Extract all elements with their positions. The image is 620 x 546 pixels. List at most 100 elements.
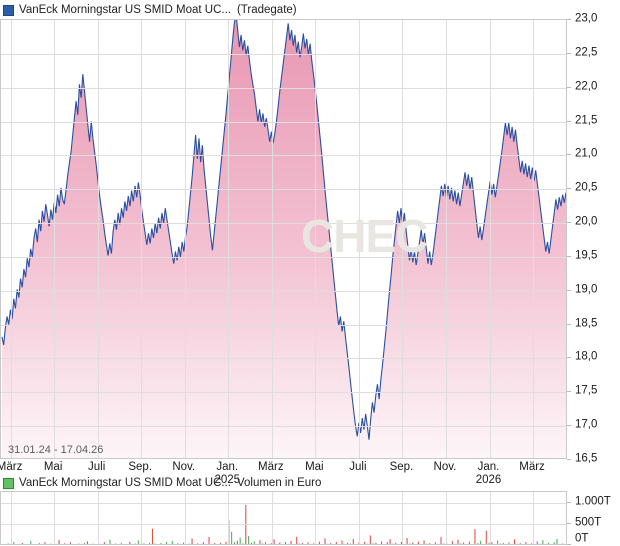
volume-bar bbox=[129, 541, 131, 544]
x-axis-tick-label: März bbox=[258, 461, 284, 473]
volume-bar bbox=[341, 540, 343, 544]
volume-bar bbox=[134, 543, 136, 544]
volume-bar bbox=[494, 544, 495, 545]
volume-bar bbox=[511, 544, 512, 545]
volume-bar bbox=[333, 544, 334, 545]
price-plot-area[interactable]: CHEC 31.01.24 - 17.04.26 bbox=[0, 19, 566, 459]
volume-bar bbox=[409, 543, 411, 544]
volume-bar bbox=[262, 543, 264, 544]
volume-bar bbox=[384, 544, 385, 545]
price-y-tick-label: 17,0 bbox=[575, 418, 598, 431]
volume-bar bbox=[101, 544, 102, 545]
volume-bar bbox=[313, 543, 315, 544]
volume-bar bbox=[290, 540, 292, 544]
volume-bar bbox=[58, 539, 60, 544]
x-axis-tick-label: Sep. bbox=[128, 461, 153, 473]
x-axis-tick-label: Jan. 2026 bbox=[475, 461, 502, 486]
price-area-series bbox=[1, 20, 566, 458]
volume-bar bbox=[214, 543, 216, 544]
volume-bar bbox=[282, 544, 283, 545]
volume-bar bbox=[231, 531, 233, 544]
x-axis-year-label: 2026 bbox=[475, 474, 502, 486]
volume-bar bbox=[236, 540, 238, 544]
volume-bar bbox=[468, 541, 470, 544]
volume-chart-legend: VanEck Morningstar US SMID Moat UC... Vo… bbox=[0, 474, 321, 492]
volume-bar bbox=[242, 543, 244, 544]
volume-bar bbox=[556, 538, 558, 544]
gridline-horizontal bbox=[1, 155, 566, 156]
x-axis-tick-label: Sep. bbox=[389, 461, 414, 473]
price-series-instrument: VanEck Morningstar US SMID Moat UC... bbox=[19, 4, 231, 16]
x-axis-tick-label: März bbox=[0, 461, 23, 473]
volume-bar bbox=[318, 541, 320, 544]
price-y-tick-label: 21,5 bbox=[575, 113, 598, 126]
gridline-vertical bbox=[359, 492, 360, 544]
volume-bar bbox=[497, 540, 499, 544]
price-y-axis: 23,0 22,5 22,0 21,5 21,0 20,5 20,0 19,5 19,0 18,5… bbox=[566, 13, 620, 464]
volume-bar bbox=[528, 543, 530, 544]
volume-bar bbox=[400, 541, 402, 544]
volume-plot-area[interactable] bbox=[0, 491, 566, 545]
volume-bar bbox=[279, 542, 281, 544]
price-y-tick-label: 18,0 bbox=[575, 350, 598, 363]
volume-bar bbox=[194, 544, 195, 545]
price-y-tick-mark bbox=[567, 188, 571, 189]
volume-bar bbox=[531, 543, 533, 544]
volume-bar bbox=[253, 541, 255, 544]
volume-bar bbox=[177, 543, 179, 544]
gridline-vertical bbox=[446, 20, 447, 458]
volume-bar bbox=[233, 542, 235, 544]
volume-bar bbox=[2, 544, 3, 545]
volume-y-tick-label: 1.000T bbox=[575, 495, 611, 508]
volume-bar bbox=[158, 544, 159, 545]
volume-bar bbox=[403, 543, 405, 544]
volume-y-axis: 1.000T 500T 0T bbox=[566, 491, 620, 545]
gridline-horizontal bbox=[1, 325, 566, 326]
volume-bar bbox=[86, 541, 88, 544]
volume-bar-series bbox=[2, 504, 564, 545]
volume-bar bbox=[239, 537, 241, 544]
volume-bar bbox=[151, 528, 153, 544]
volume-y-tick-mark bbox=[567, 502, 571, 503]
volume-bar bbox=[30, 540, 32, 544]
volume-y-tick-label: 0T bbox=[575, 532, 589, 545]
volume-y-tick-mark bbox=[567, 523, 571, 524]
volume-bar bbox=[112, 543, 114, 544]
volume-bar bbox=[225, 541, 227, 544]
volume-bar bbox=[38, 543, 40, 544]
price-y-tick-mark bbox=[567, 87, 571, 88]
volume-bar bbox=[78, 543, 80, 544]
volume-bar bbox=[270, 543, 272, 544]
volume-bar bbox=[347, 542, 349, 544]
volume-y-tick-label: 500T bbox=[575, 516, 602, 529]
volume-bar bbox=[519, 543, 521, 544]
volume-bar bbox=[472, 544, 473, 545]
price-series-venue: (Tradegate) bbox=[236, 4, 297, 16]
volume-bar bbox=[211, 543, 213, 544]
volume-bar bbox=[42, 544, 43, 545]
volume-bar bbox=[168, 543, 170, 544]
volume-bar bbox=[378, 544, 379, 545]
volume-bar bbox=[206, 544, 207, 545]
gridline-horizontal bbox=[1, 54, 566, 55]
volume-bar bbox=[223, 544, 224, 545]
gridline-vertical bbox=[490, 20, 491, 458]
gridline-horizontal bbox=[1, 392, 566, 393]
volume-bar bbox=[463, 542, 465, 544]
price-y-tick-label: 16,5 bbox=[575, 452, 598, 465]
volume-bar bbox=[217, 544, 218, 545]
volume-bar bbox=[284, 542, 286, 544]
volume-bar bbox=[287, 543, 289, 544]
volume-bar bbox=[120, 542, 122, 544]
volume-bar bbox=[545, 544, 546, 545]
price-y-tick-label: 19,5 bbox=[575, 249, 598, 262]
gridline-horizontal bbox=[1, 223, 566, 224]
volume-bar bbox=[352, 538, 354, 544]
gridline-horizontal bbox=[1, 257, 566, 258]
x-axis-tick-label: Nov. bbox=[433, 461, 457, 473]
price-y-tick-label: 17,5 bbox=[575, 384, 598, 397]
x-axis-tick-label: Mai bbox=[305, 461, 324, 473]
gridline-vertical bbox=[141, 20, 142, 458]
volume-bar bbox=[197, 543, 199, 544]
volume-bar bbox=[64, 543, 66, 544]
